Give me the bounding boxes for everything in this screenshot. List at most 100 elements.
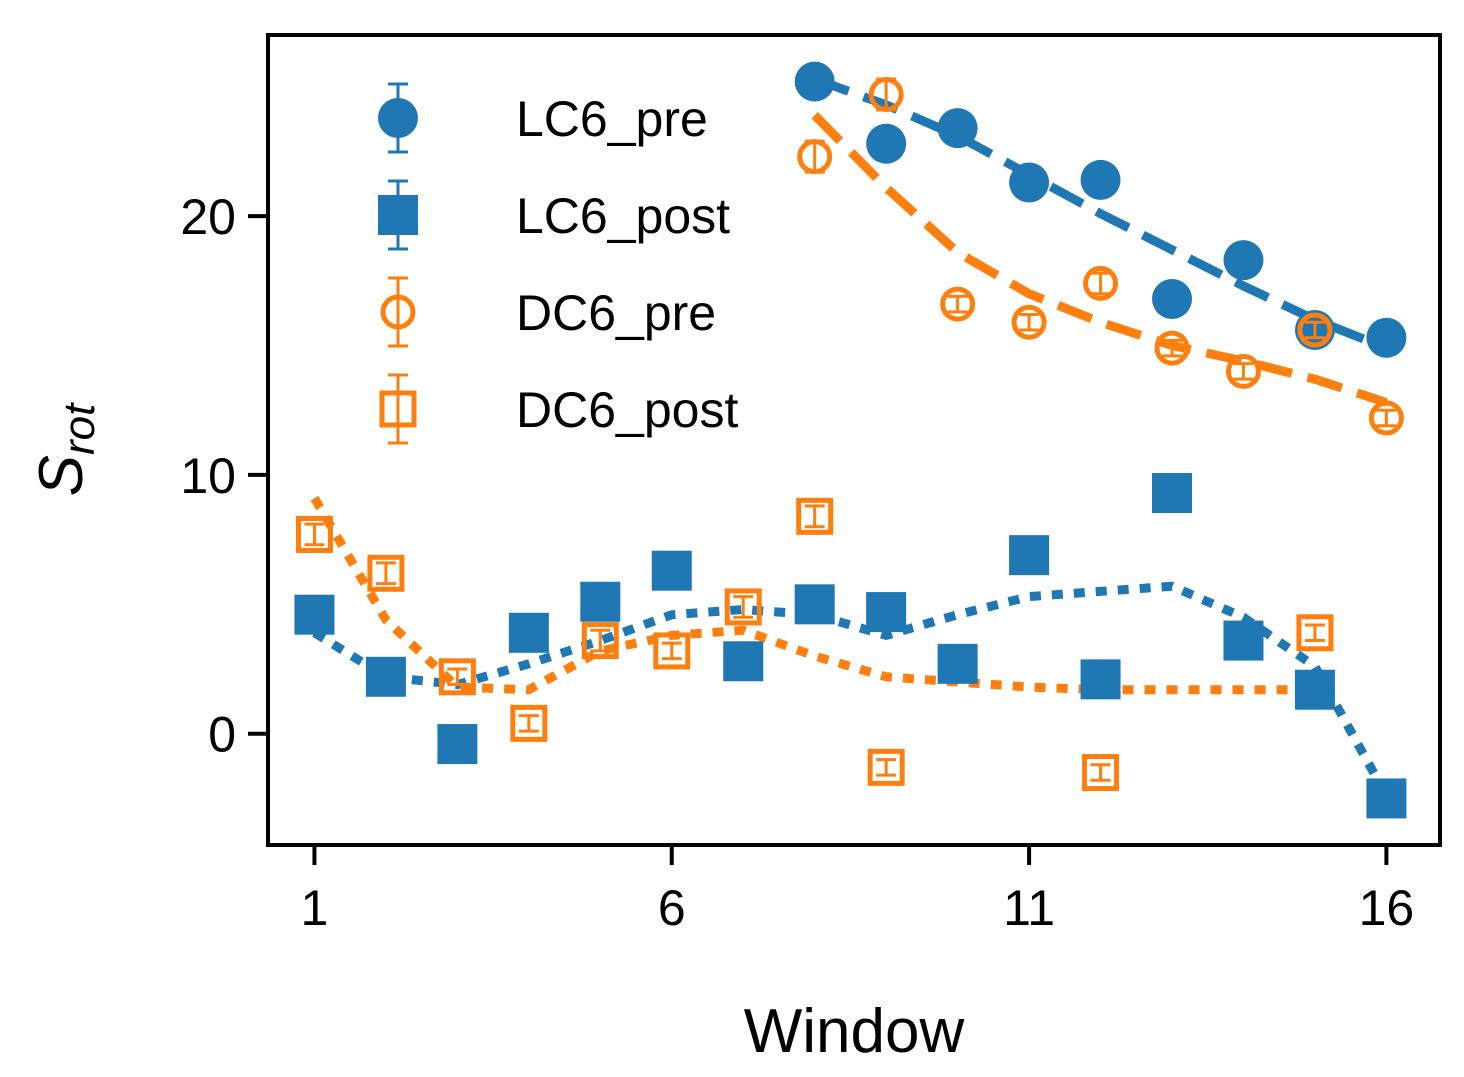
x-tick-label-16: 16 [1359,880,1415,936]
marker-LC6_pre-13 [1152,278,1193,319]
point-LC6_pre-11 [1009,162,1050,203]
marker-LC6_post-14 [1223,620,1264,661]
fit-line-DC6_pre_fit [811,112,1388,407]
fit-line-DC6_post_fit [310,495,1315,695]
y-axis-label: Srot [27,402,104,496]
fit-lines [310,74,1391,798]
point-DC6_post-6 [653,632,691,670]
marker-LC6_pre-16 [1366,317,1407,358]
legend-entry-LC6_post: LC6_post [378,179,730,251]
x-tick-label-11: 11 [1003,880,1055,936]
point-DC6_post-12 [1082,754,1120,792]
legend-entry-DC6_post: DC6_post [379,373,738,445]
point-LC6_pre-13 [1152,278,1193,319]
marker-LC6_post-9 [866,592,907,633]
point-LC6_pre-16 [1366,317,1407,358]
marker-LC6_post-8 [794,584,835,625]
marker-LC6_post-7 [723,641,764,682]
marker-LC6_post-13 [1152,473,1193,514]
marker-LC6_post-15 [1294,669,1335,710]
point-LC6_post-1 [294,594,335,635]
point-LC6_post-15 [1294,669,1335,710]
marker-DC6_pre-16 [1368,400,1404,436]
point-DC6_post-9 [867,748,905,786]
legend-marker-DC6_pre [380,294,416,330]
point-DC6_pre-10 [940,286,976,322]
point-DC6_post-1 [295,515,333,553]
y-tick-label-20: 20 [180,189,236,245]
legend-entry-DC6_pre: DC6_pre [380,276,716,348]
point-DC6_pre-16 [1368,400,1404,436]
point-LC6_post-14 [1223,620,1264,661]
marker-DC6_post-12 [1082,754,1120,792]
marker-LC6_pre-10 [937,108,978,149]
data-points [294,61,1407,819]
marker-DC6_post-1 [295,515,333,553]
legend-entry-LC6_pre: LC6_pre [378,82,708,154]
point-LC6_post-2 [365,656,406,697]
marker-LC6_pre-9 [866,123,907,164]
marker-LC6_post-11 [1009,535,1050,576]
point-DC6_pre-8 [797,139,833,175]
marker-DC6_pre-12 [1083,265,1119,301]
point-DC6_pre-15 [1297,312,1333,348]
point-DC6_pre-14 [1225,353,1261,389]
point-LC6_pre-8 [794,61,835,102]
point-LC6_post-3 [437,724,478,765]
marker-DC6_post-9 [867,748,905,786]
point-DC6_post-2 [367,554,405,592]
point-DC6_post-15 [1296,614,1334,652]
marker-LC6_pre-11 [1009,162,1050,203]
point-DC6_post-5 [581,622,619,660]
point-LC6_pre-10 [937,108,978,149]
marker-DC6_post-15 [1296,614,1334,652]
point-LC6_post-11 [1009,535,1050,576]
marker-DC6_pre-11 [1011,304,1047,340]
marker-LC6_post-16 [1366,778,1407,819]
point-DC6_post-3 [438,658,476,696]
marker-DC6_post-8 [796,497,834,535]
point-LC6_post-9 [866,592,907,633]
point-LC6_pre-12 [1080,159,1121,200]
marker-DC6_pre-8 [797,139,833,175]
point-LC6_post-16 [1366,778,1407,819]
fit-line-LC6_post_fit [312,581,1391,798]
legend-label-LC6_pre: LC6_pre [516,91,708,147]
legend-marker-LC6_pre [378,98,418,138]
marker-DC6_pre-15 [1297,312,1333,348]
marker-DC6_pre-14 [1225,353,1261,389]
marker-DC6_post-2 [367,554,405,592]
y-axis-label-main: S [27,455,96,496]
marker-LC6_pre-14 [1223,240,1264,281]
marker-DC6_post-6 [653,632,691,670]
marker-LC6_post-10 [937,643,978,684]
legend-marker-LC6_post [378,195,418,235]
point-DC6_post-4 [510,704,548,742]
legend: LC6_pre LC6_post DC6_pre DC6_post [378,82,738,445]
point-LC6_post-5 [580,581,621,622]
point-LC6_pre-9 [866,123,907,164]
legend-marker-DC6_post [379,390,417,428]
marker-DC6_post-7 [724,588,762,626]
marker-LC6_post-2 [365,656,406,697]
point-LC6_post-6 [651,550,692,591]
point-LC6_pre-14 [1223,240,1264,281]
marker-DC6_post-4 [510,704,548,742]
point-DC6_pre-11 [1011,304,1047,340]
legend-label-LC6_post: LC6_post [516,188,730,244]
point-LC6_post-4 [508,612,549,653]
legend-label-DC6_pre: DC6_pre [516,285,716,341]
y-axis-label-sub: rot [55,402,104,455]
point-DC6_post-7 [724,588,762,626]
marker-LC6_post-4 [508,612,549,653]
point-LC6_post-12 [1080,659,1121,700]
y-tick-label-10: 10 [180,448,236,504]
marker-DC6_post-3 [438,658,476,696]
marker-LC6_pre-8 [794,61,835,102]
y-tick-label-0: 0 [208,707,236,763]
point-DC6_post-8 [796,497,834,535]
x-axis-label: Window [744,997,965,1066]
point-DC6_pre-9 [868,77,904,113]
plot-frame [266,33,1442,847]
